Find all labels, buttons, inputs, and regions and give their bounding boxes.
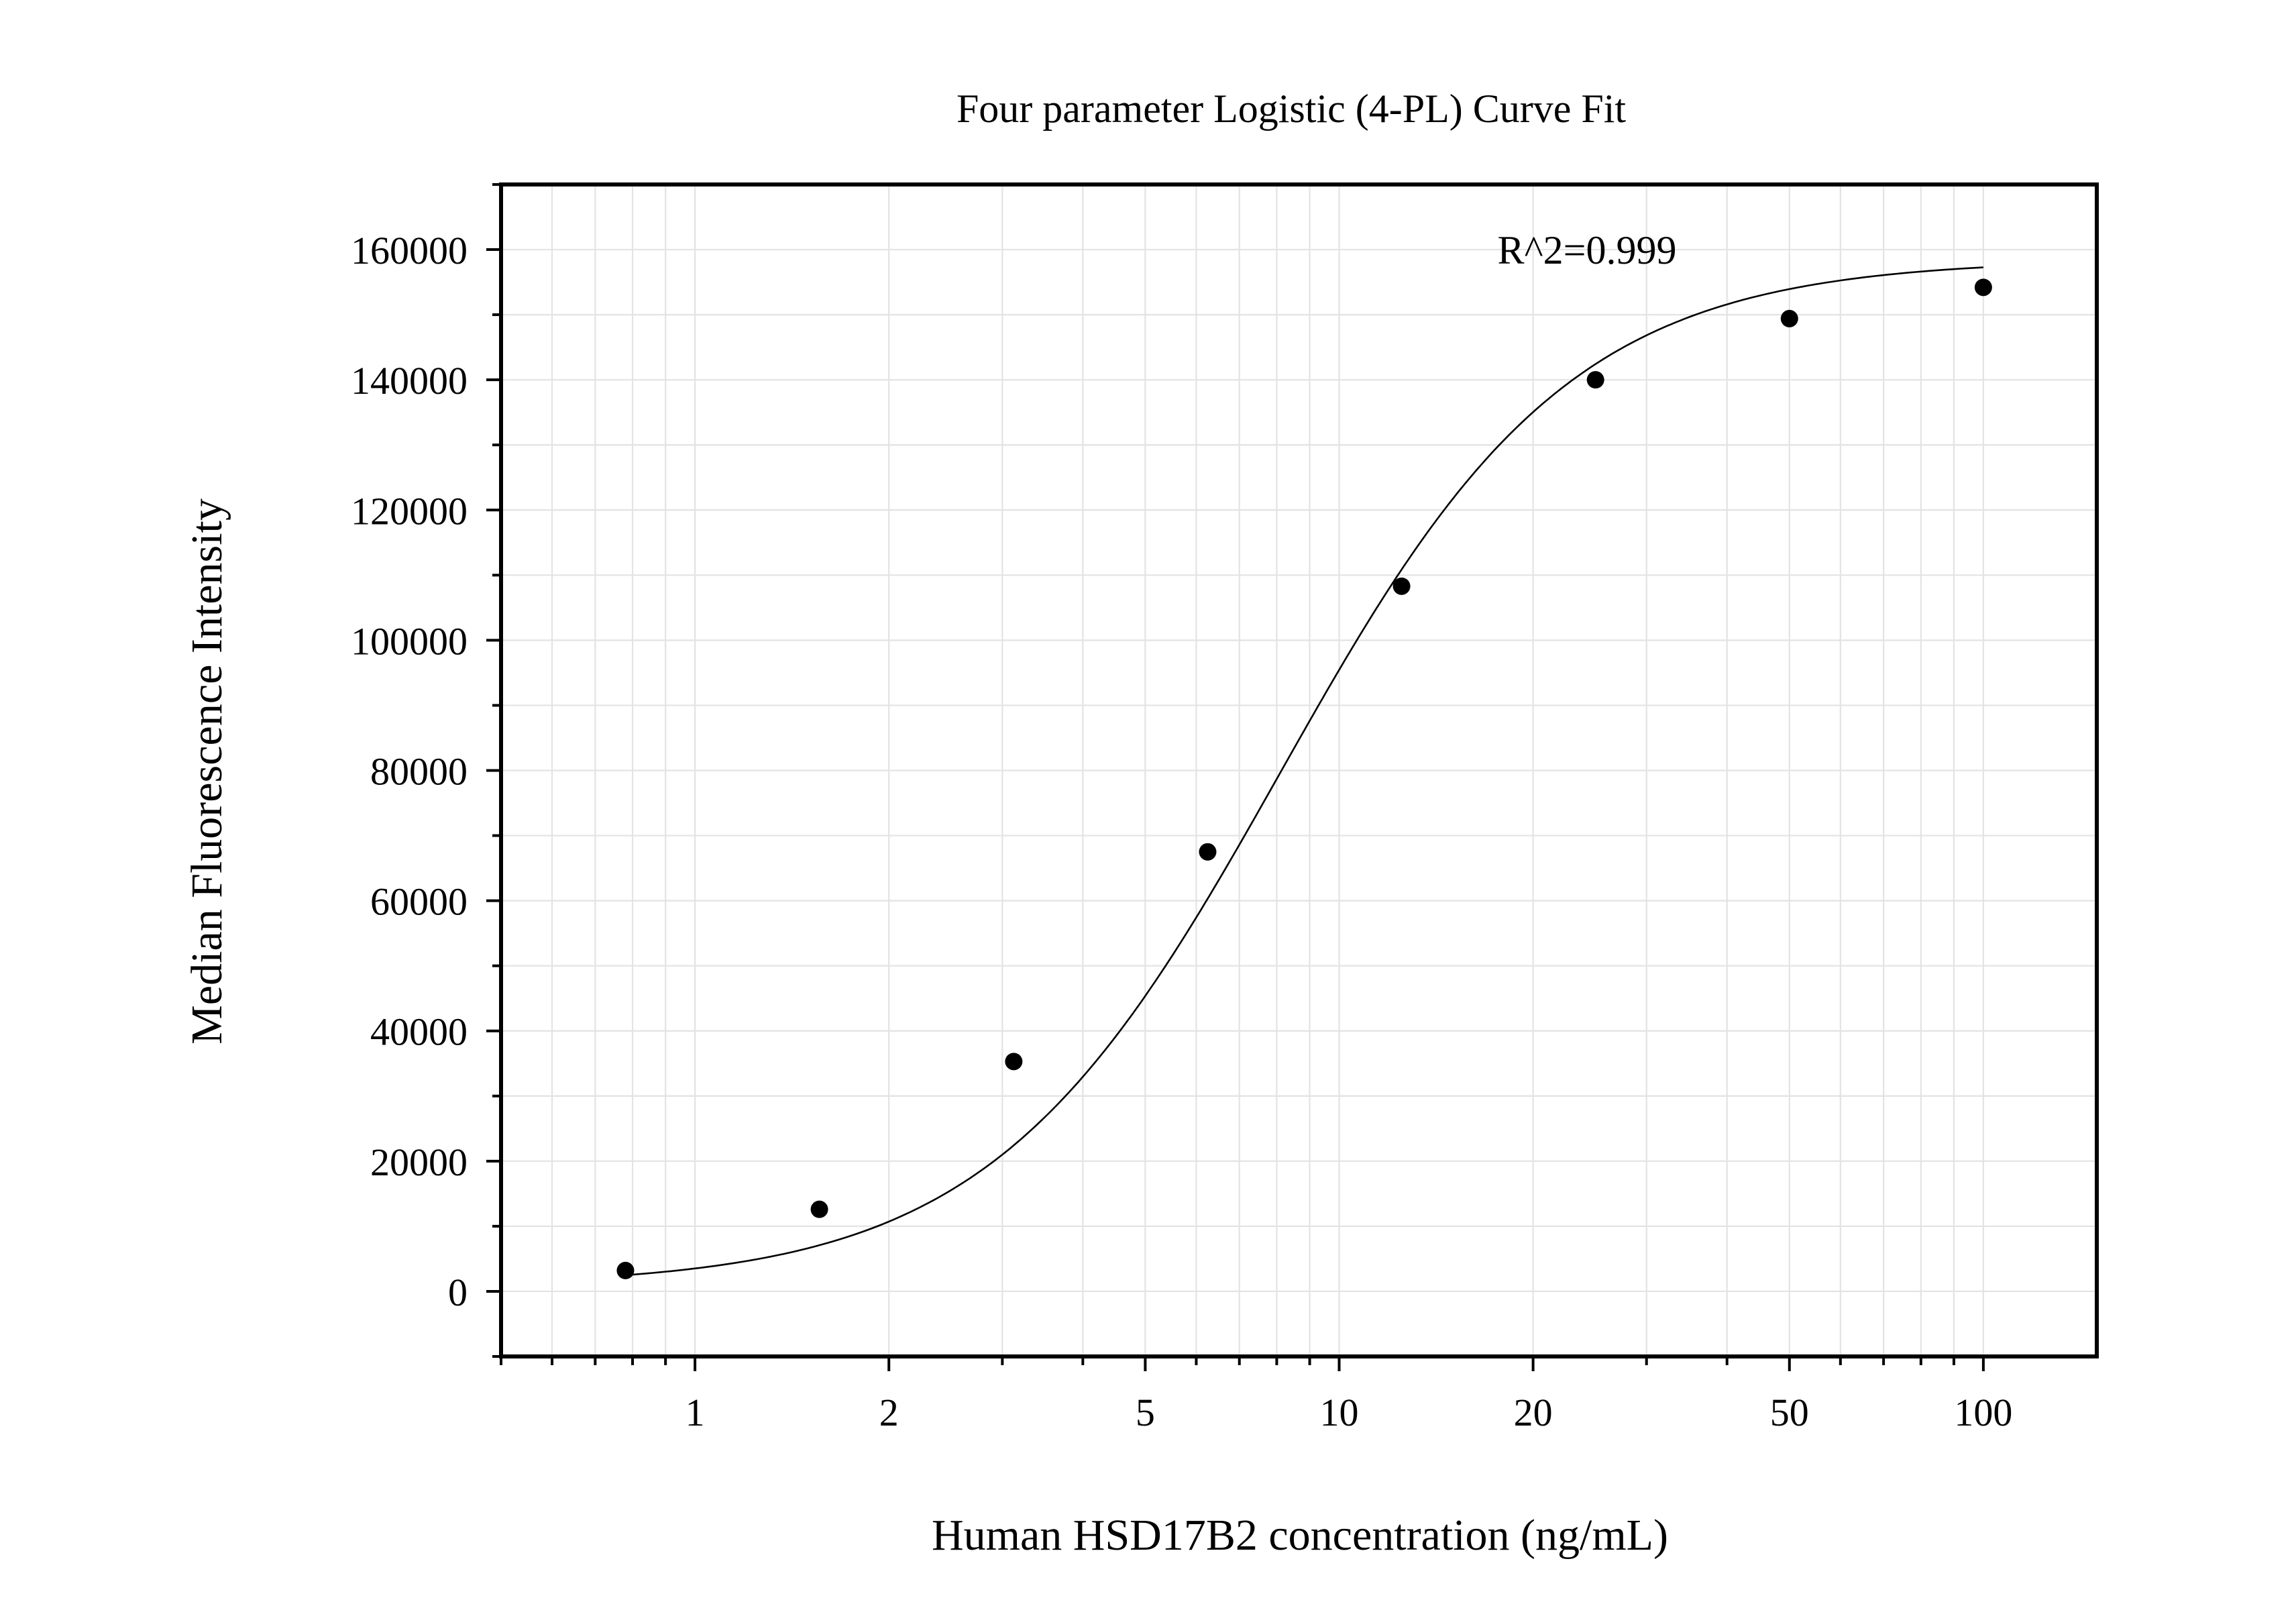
data-point — [1199, 843, 1217, 861]
y-tick-label: 140000 — [351, 359, 468, 403]
data-point — [810, 1200, 828, 1218]
data-points — [616, 278, 1992, 1279]
y-tick-label: 120000 — [351, 489, 468, 533]
y-tick-label: 60000 — [370, 880, 468, 924]
y-tick-label: 0 — [448, 1271, 468, 1314]
data-point — [1392, 577, 1411, 595]
y-axis-label: Median Fluorescence Intensity — [182, 498, 231, 1045]
fit-curve-layer — [625, 266, 1983, 1277]
grid — [500, 184, 2097, 1356]
x-tick-label: 100 — [1954, 1391, 2012, 1434]
y-tick-label: 20000 — [370, 1140, 468, 1184]
x-axis-label: Human HSD17B2 concentration (ng/mL) — [932, 1511, 1668, 1560]
axis-ticks — [486, 183, 1985, 1371]
x-tick-label: 2 — [879, 1391, 899, 1434]
y-tick-label: 160000 — [351, 229, 468, 272]
y-tick-label: 40000 — [370, 1010, 468, 1054]
x-tick-label: 5 — [1136, 1391, 1155, 1434]
x-tick-label: 50 — [1770, 1391, 1809, 1434]
x-tick-label: 1 — [686, 1391, 705, 1434]
data-point — [1974, 278, 1992, 297]
x-tick-label: 20 — [1514, 1391, 1553, 1434]
fit-curve — [625, 266, 1983, 1277]
x-tick-label: 10 — [1319, 1391, 1358, 1434]
r-squared-annotation: R^2=0.999 — [1497, 228, 1676, 272]
data-point — [1586, 371, 1604, 389]
data-point — [1005, 1053, 1023, 1071]
tick-labels: 1 2 5 10 20 50 100 0 20000 40000 60000 80000 100000 1… — [351, 229, 2012, 1434]
y-tick-label: 100000 — [351, 619, 468, 663]
y-tick-label: 80000 — [370, 750, 468, 794]
data-point — [616, 1261, 635, 1279]
chart-title: Four parameter Logistic (4-PL) Curve Fit — [956, 87, 1626, 131]
data-point — [1780, 309, 1798, 327]
